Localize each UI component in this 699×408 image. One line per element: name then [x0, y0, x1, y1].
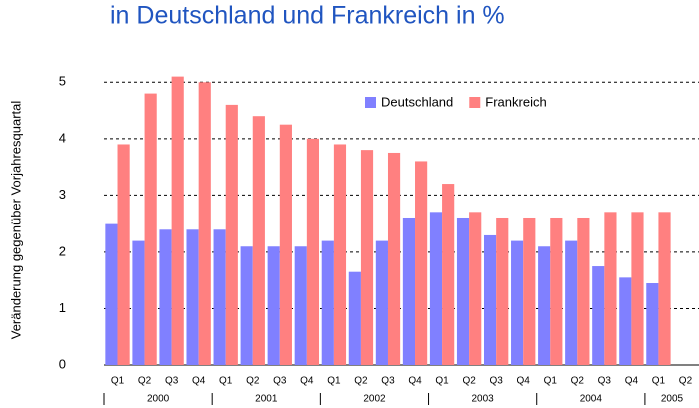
bar	[333, 144, 347, 365]
bar	[171, 76, 184, 366]
x-tick-label: Q2	[571, 376, 585, 387]
x-tick-label: Q3	[598, 376, 612, 387]
bar	[577, 217, 590, 365]
bar	[294, 246, 307, 365]
bar	[496, 217, 509, 365]
bar	[402, 217, 416, 365]
bar	[646, 283, 659, 365]
legend-swatch	[365, 97, 376, 108]
x-tick-label: Q3	[165, 376, 179, 387]
bar	[360, 150, 374, 365]
year-label: 2000	[147, 394, 170, 405]
bar	[348, 271, 361, 365]
x-tick-label: Q3	[273, 376, 287, 387]
bar	[415, 161, 428, 365]
bar	[279, 124, 292, 365]
x-tick-label: Q1	[544, 376, 558, 387]
year-label: 2003	[472, 394, 495, 405]
bar	[198, 82, 211, 365]
x-tick-label: Q1	[435, 376, 449, 387]
bar	[132, 240, 145, 365]
bar	[375, 240, 388, 365]
x-tick-label: Q2	[354, 376, 368, 387]
bar	[387, 152, 401, 365]
bar	[105, 223, 118, 365]
bar	[240, 246, 253, 365]
x-tick-label: Q4	[625, 376, 639, 387]
year-label: 2004	[580, 394, 603, 405]
bar	[213, 229, 226, 365]
bar	[550, 217, 563, 365]
bar	[565, 240, 578, 365]
y-tick-label: 0	[59, 356, 66, 371]
bar	[117, 144, 130, 365]
x-tick-label: Q2	[462, 376, 476, 387]
bar	[442, 184, 455, 365]
x-tick-label: Q2	[138, 376, 152, 387]
year-label: 2002	[363, 394, 386, 405]
x-tick-label: Q4	[408, 376, 422, 387]
bar	[483, 234, 497, 365]
bar	[592, 266, 605, 365]
y-tick-label: 2	[59, 243, 66, 258]
y-tick-label: 3	[59, 187, 66, 202]
bar	[511, 240, 524, 365]
bar	[252, 116, 265, 365]
bar	[619, 277, 632, 365]
bar	[469, 212, 482, 365]
y-axis-label: Veränderung gegenüber Vorjahresquartal	[8, 101, 23, 340]
legend-swatch	[469, 97, 481, 108]
bar	[225, 104, 238, 366]
x-tick-label: Q4	[192, 376, 206, 387]
bar	[456, 217, 470, 365]
x-tick-label: Q3	[489, 376, 503, 387]
bar	[306, 138, 320, 365]
x-tick-label: Q4	[517, 376, 531, 387]
x-tick-label: Q1	[219, 376, 233, 387]
bar	[523, 217, 536, 365]
bar	[658, 212, 671, 365]
year-label: 2005	[661, 394, 684, 405]
bar	[631, 212, 644, 365]
x-tick-label: Q1	[327, 376, 341, 387]
bar	[538, 246, 551, 365]
bar	[604, 212, 617, 365]
x-tick-label: Q3	[381, 376, 395, 387]
y-tick-label: 5	[59, 74, 66, 89]
bar	[429, 212, 443, 365]
legend-label: Frankreich	[485, 94, 546, 109]
year-label: 2001	[255, 394, 278, 405]
x-tick-label: Q2	[246, 376, 260, 387]
legend-label: Deutschland	[381, 94, 453, 109]
x-tick-label: Q2	[679, 376, 693, 387]
bar	[159, 229, 172, 365]
x-tick-label: Q4	[300, 376, 314, 387]
y-tick-label: 1	[59, 300, 66, 315]
bar	[186, 229, 199, 365]
x-tick-label: Q1	[652, 376, 666, 387]
bar	[267, 246, 280, 365]
chart-title: in Deutschland und Frankreich in %	[110, 2, 505, 30]
bar	[144, 93, 157, 365]
bar	[321, 240, 334, 365]
y-tick-label: 4	[59, 130, 66, 145]
x-tick-label: Q1	[111, 376, 125, 387]
